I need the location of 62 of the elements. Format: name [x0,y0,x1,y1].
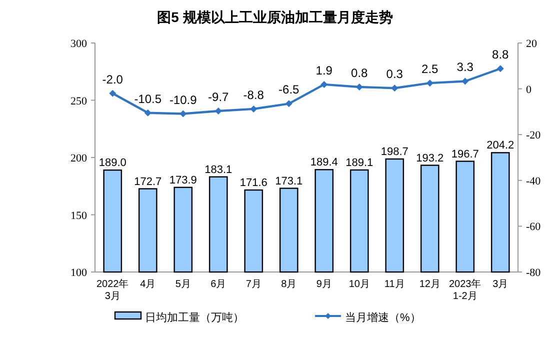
data-label: 189.4 [310,156,338,169]
data-label: -8.8 [243,88,264,102]
data-label: 0.3 [386,67,404,82]
x-tick-label: 10月 [348,279,370,290]
point [462,78,469,85]
data-label: 171.6 [240,177,268,190]
data-label: 189.0 [98,157,126,170]
point [180,110,187,118]
y2-tick-label: -40 [526,175,542,188]
x-tick-label: 5月 [175,279,191,290]
legend-label: 日均加工量（万吨） [145,311,244,324]
point [144,109,152,116]
data-label: 2.5 [422,62,439,76]
point [426,80,434,87]
point [109,90,116,97]
x-tick-label: 11月 [384,279,405,290]
data-label: -2.0 [102,72,124,86]
x-tick-label: 9月 [316,279,332,290]
y-tick-label: 100 [70,267,88,279]
data-label: 189.1 [346,156,374,169]
y2-tick-label: -20 [526,130,542,142]
legend-label: 当月增速（%） [345,311,421,324]
data-label: 183.1 [204,164,232,176]
y2-tick-label: 0 [526,84,532,96]
data-label: -9.7 [208,90,230,104]
data-label: -10.9 [169,92,198,107]
point [320,80,328,88]
data-label: 1.9 [316,63,333,78]
y-tick-label: 300 [70,38,88,50]
point [285,100,292,108]
data-label: 193.2 [416,152,444,164]
data-label: 204.2 [486,140,514,152]
point [250,105,258,112]
data-label: 196.7 [451,148,479,160]
data-label: 198.7 [380,146,408,158]
data-label: 8.8 [492,48,510,62]
point [496,65,504,72]
y-tick-label: 250 [70,95,88,108]
x-tick-label: 2023年 1-2月 [449,278,482,302]
point [391,84,398,92]
chart-title: 图5 规模以上工业原油加工量月度走势 [157,9,393,25]
data-label: -10.5 [134,92,162,106]
x-tick-label: 8月 [281,279,297,290]
y2-tick-label: -60 [526,221,542,234]
x-tick-label: 4月 [140,279,156,290]
y2-tick-label: -80 [526,267,542,279]
x-tick-label: 3月 [492,279,508,290]
x-tick-label: 7月 [246,279,262,290]
data-label: 0.8 [351,66,368,80]
data-label: 3.3 [456,60,474,74]
data-label: 172.7 [134,176,162,188]
data-label: 173.9 [169,174,197,186]
y2-tick-label: 20 [526,38,538,50]
data-label: -6.5 [278,82,300,97]
x-tick-label: 2022年 3月 [96,278,129,302]
x-tick-label: 12月 [419,279,440,290]
y-tick-label: 150 [70,210,88,222]
data-label: 173.1 [275,175,303,188]
x-tick-label: 6月 [210,279,226,290]
y-tick-label: 200 [70,152,88,164]
point [356,83,363,90]
point [214,108,222,115]
